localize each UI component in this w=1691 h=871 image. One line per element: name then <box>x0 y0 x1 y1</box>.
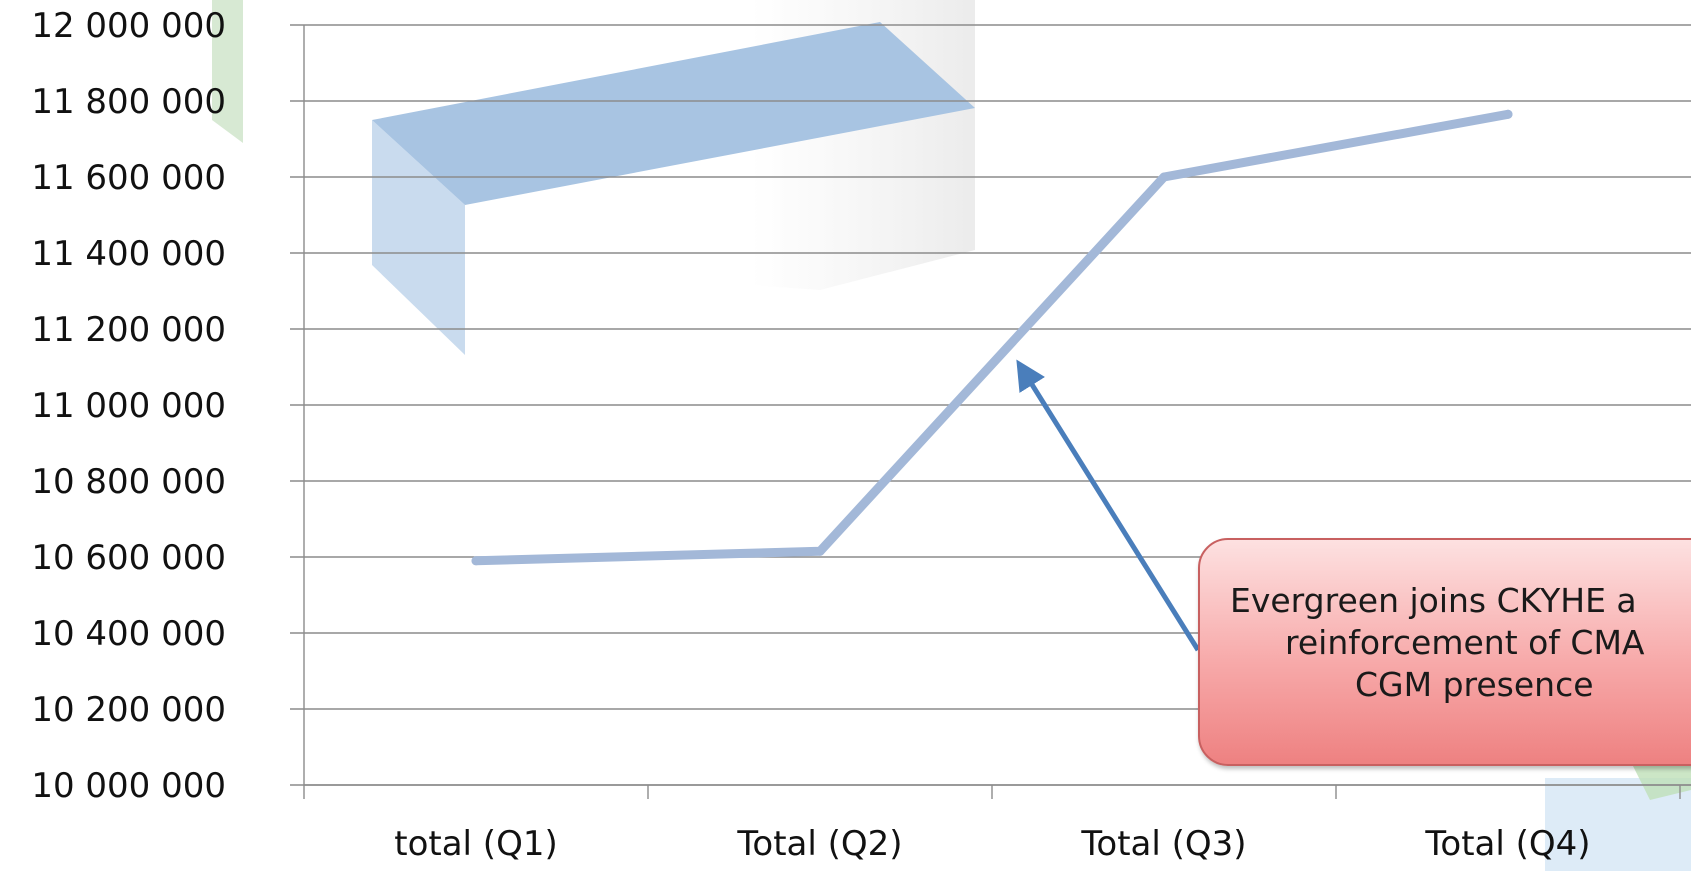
background-decoration <box>212 0 1691 871</box>
y-tick-label: 11 400 000 <box>31 234 226 274</box>
bg-corner-blue <box>1545 778 1691 871</box>
y-tick-label: 10 000 000 <box>31 766 226 806</box>
x-tick-label: total (Q1) <box>394 824 557 864</box>
y-tick-label: 10 600 000 <box>31 538 226 578</box>
y-tick-label: 11 000 000 <box>31 386 226 426</box>
y-tick-label: 11 600 000 <box>31 158 226 198</box>
data-point <box>1503 109 1513 119</box>
annotation-callout: Evergreen joins CKYHE a reinforcement of… <box>1198 538 1691 766</box>
bg-ribbon-top <box>372 22 975 205</box>
bg-ribbon-side <box>372 120 465 355</box>
x-tick-label: Total (Q4) <box>1424 824 1590 864</box>
y-tick-label: 11 200 000 <box>31 310 226 350</box>
series-group <box>471 109 1513 566</box>
annotation-line-2: reinforcement of CMA <box>1285 623 1645 662</box>
bg-green-tab <box>212 0 243 143</box>
y-tick-label: 10 400 000 <box>31 614 226 654</box>
y-axis-tick-labels: 10 000 000 10 200 000 10 400 000 10 600 000… <box>31 6 226 806</box>
annotation-line-1: Evergreen joins CKYHE a <box>1230 581 1637 620</box>
y-tick-label: 10 800 000 <box>31 462 226 502</box>
y-tick-label: 12 000 000 <box>31 6 226 46</box>
callout-arrow <box>1016 359 1201 652</box>
series-line <box>471 109 1513 566</box>
annotation-line-3: CGM presence <box>1355 665 1594 704</box>
axes <box>303 25 1691 799</box>
data-point <box>1159 172 1169 182</box>
x-tick-label: Total (Q3) <box>1080 824 1246 864</box>
y-tick-label: 11 800 000 <box>31 82 226 122</box>
data-point <box>815 546 825 556</box>
x-tick-label: Total (Q2) <box>736 824 902 864</box>
data-point <box>471 556 481 566</box>
y-tick-label: 10 200 000 <box>31 690 226 730</box>
x-axis-tick-labels: total (Q1) Total (Q2) Total (Q3) Total (Q4) <box>394 824 1590 864</box>
